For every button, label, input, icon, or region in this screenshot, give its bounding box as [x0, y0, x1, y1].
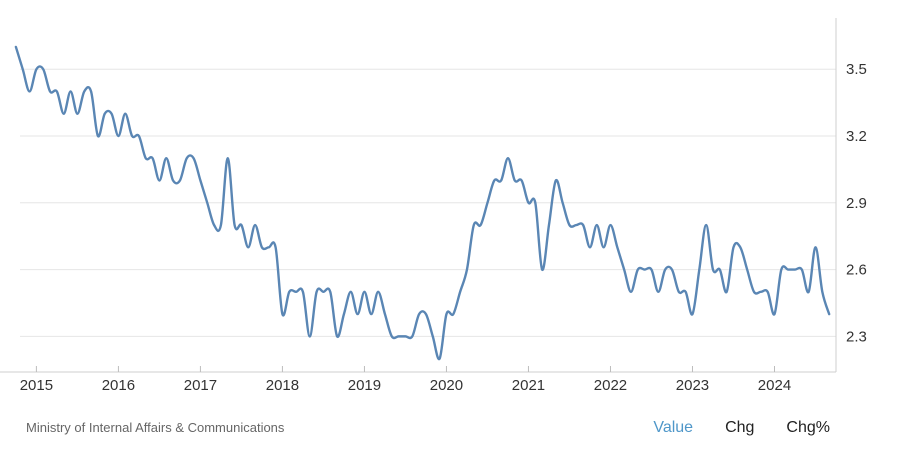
- x-tick-label: 2017: [184, 377, 217, 394]
- y-tick-label: 2.6: [846, 262, 867, 279]
- y-axis-ticks: 3.5 3.2 2.9 2.6 2.3: [846, 61, 867, 345]
- x-tick-label: 2024: [758, 377, 791, 394]
- series-line: [14, 45, 831, 361]
- y-tick-label: 3.2: [846, 128, 867, 145]
- y-tick-label: 3.5: [846, 61, 867, 78]
- tab-value[interactable]: Value: [653, 419, 694, 436]
- y-tick-label: 2.3: [846, 328, 867, 345]
- x-axis-ticks: 2015 2016 2017 2018 2019 2020 2021 2022 2023 2024: [20, 366, 791, 394]
- tab-chg[interactable]: Chg: [725, 419, 755, 436]
- x-tick-label: 2019: [348, 377, 381, 394]
- x-tick-label: 2018: [266, 377, 299, 394]
- x-tick-label: 2020: [430, 377, 463, 394]
- grid-lines: [20, 68, 836, 337]
- x-tick-label: 2021: [512, 377, 545, 394]
- view-tabs: Value Chg Chg%: [653, 419, 830, 437]
- tab-chg-percent[interactable]: Chg%: [786, 419, 830, 436]
- x-tick-label: 2022: [594, 377, 627, 394]
- x-tick-label: 2015: [20, 377, 53, 394]
- x-tick-label: 2016: [102, 377, 135, 394]
- y-tick-label: 2.9: [846, 195, 867, 212]
- x-tick-label: 2023: [676, 377, 709, 394]
- source-label: Ministry of Internal Affairs & Communica…: [26, 420, 285, 435]
